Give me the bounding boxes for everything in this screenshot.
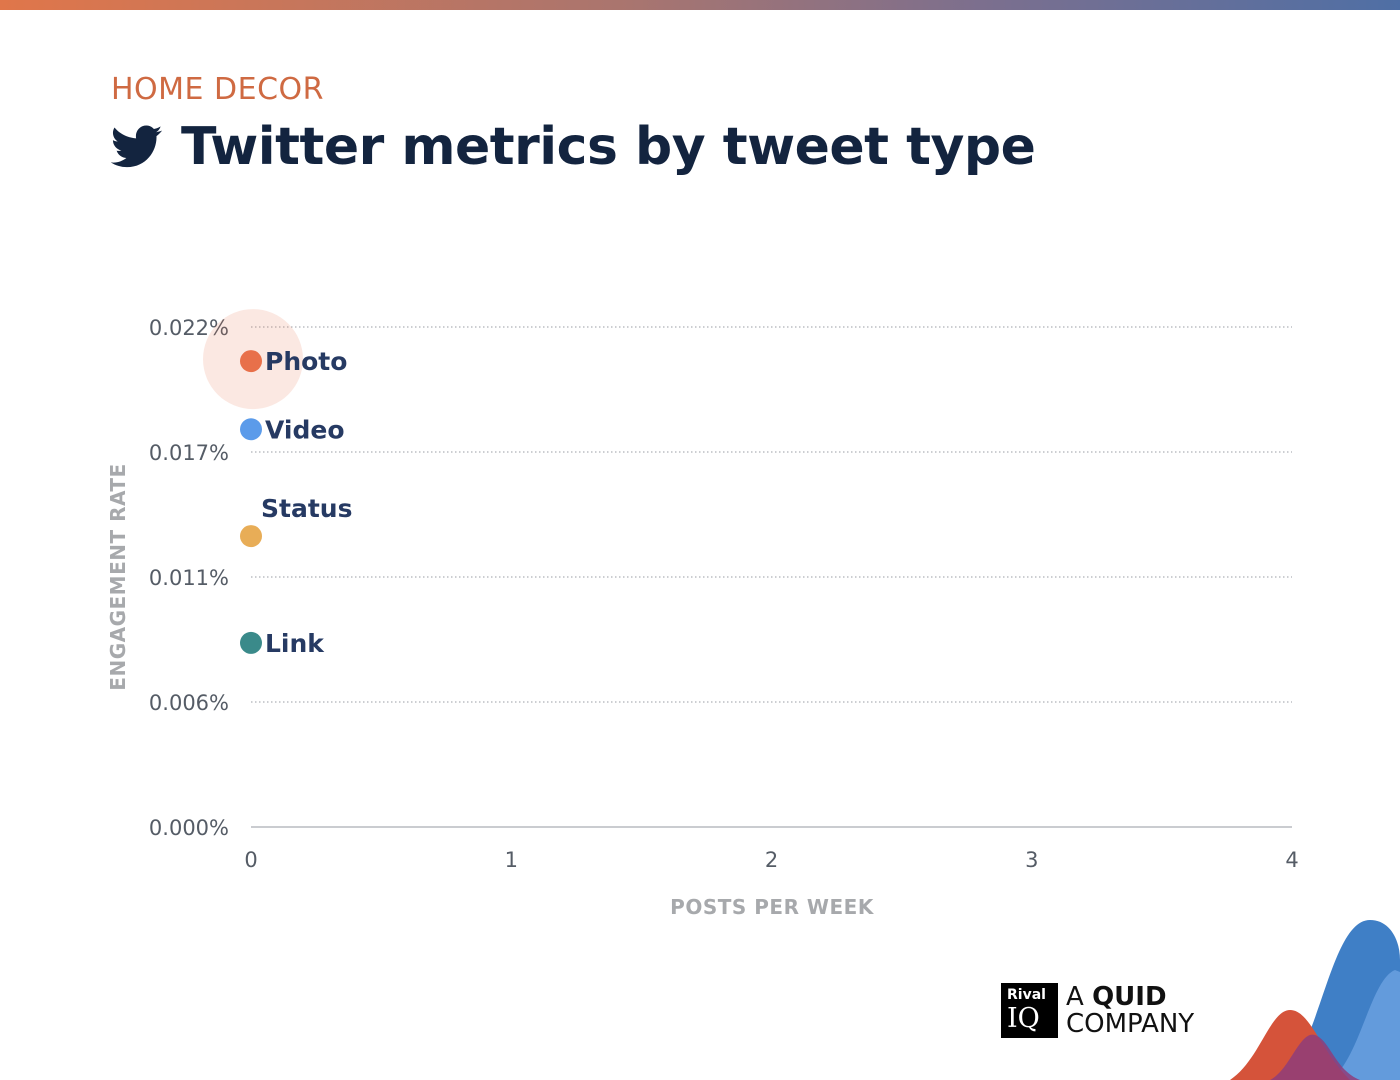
- rival-iq-logo: Rival IQ A QUID COMPANY: [1001, 983, 1194, 1038]
- data-point-status: [240, 525, 262, 548]
- gridlines: [251, 326, 1292, 828]
- x-tick-label: 2: [765, 848, 778, 872]
- y-tick-label: 0.006%: [149, 691, 229, 715]
- data-label-link: Link: [265, 629, 325, 658]
- data-point-photo: [240, 350, 262, 373]
- data-label-status: Status: [261, 494, 352, 523]
- data-points: Photo Video Status Link: [203, 309, 352, 658]
- data-point-link: [240, 631, 262, 654]
- logo-badge-top: Rival: [1007, 987, 1046, 1003]
- page-title: Twitter metrics by tweet type: [181, 117, 1036, 177]
- data-label-video: Video: [265, 415, 345, 444]
- y-tick-label: 0.011%: [149, 566, 229, 590]
- y-tick-label: 0.000%: [149, 816, 229, 840]
- wave-light-blue: [1330, 970, 1400, 1080]
- logo-line1-prefix: A: [1066, 981, 1084, 1012]
- data-point-video: [240, 418, 262, 441]
- logo-line1-bold: QUID: [1092, 981, 1167, 1012]
- y-tick-label: 0.017%: [149, 441, 229, 465]
- twitter-bird-icon: [111, 125, 163, 168]
- top-accent-bar: [0, 0, 1400, 10]
- x-tick-label: 1: [505, 848, 518, 872]
- x-tick-label: 3: [1025, 848, 1038, 872]
- y-tick-label: 0.022%: [149, 316, 229, 340]
- page-title-row: Twitter metrics by tweet type: [111, 112, 1036, 182]
- y-axis-ticks: 0.000% 0.006% 0.011% 0.017% 0.022%: [149, 316, 229, 840]
- logo-tagline: A QUID COMPANY: [1066, 981, 1195, 1039]
- logo-badge: Rival IQ: [1001, 983, 1058, 1038]
- x-tick-label: 0: [244, 848, 257, 872]
- wave-purple: [1270, 1034, 1360, 1080]
- category-label: HOME DECOR: [111, 72, 325, 107]
- decorative-waves: [1230, 920, 1400, 1080]
- y-axis-title: ENGAGEMENT RATE: [106, 463, 130, 690]
- data-label-photo: Photo: [265, 347, 347, 376]
- logo-line2: COMPANY: [1066, 1008, 1195, 1039]
- x-axis-ticks: 0 1 2 3 4: [244, 848, 1298, 872]
- logo-badge-bottom: IQ: [1007, 1003, 1040, 1034]
- x-tick-label: 4: [1285, 848, 1298, 872]
- x-axis-title: POSTS PER WEEK: [670, 895, 875, 919]
